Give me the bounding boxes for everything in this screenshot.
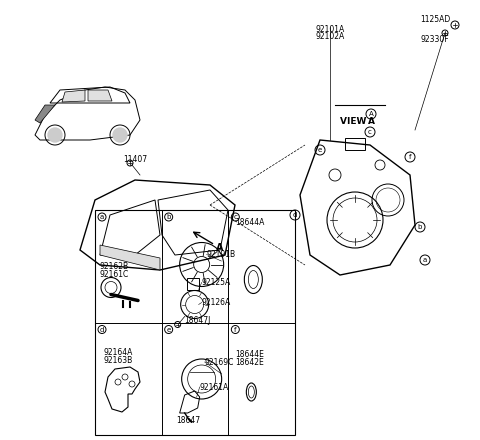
Text: a: a [423, 257, 427, 263]
Text: f: f [234, 326, 237, 333]
Text: c: c [233, 214, 237, 220]
Text: VIEW: VIEW [340, 117, 370, 126]
Text: 92101A: 92101A [315, 25, 345, 34]
Text: 92161A: 92161A [200, 382, 229, 392]
Text: b: b [418, 224, 422, 230]
Text: 18644A: 18644A [235, 218, 264, 227]
Text: 92330F: 92330F [420, 35, 449, 44]
Text: 92163B: 92163B [103, 356, 132, 365]
Polygon shape [100, 245, 160, 270]
Text: 92125A: 92125A [202, 278, 231, 287]
Text: 92161C: 92161C [100, 269, 129, 279]
Text: e: e [167, 326, 171, 333]
Circle shape [48, 128, 62, 142]
Text: d: d [100, 326, 104, 333]
Text: 92169C: 92169C [204, 357, 234, 367]
Polygon shape [88, 90, 112, 101]
Text: c: c [368, 129, 372, 135]
Text: A: A [368, 117, 375, 126]
Text: f: f [409, 154, 411, 160]
Text: 1125AD: 1125AD [420, 15, 450, 24]
Text: 92126A: 92126A [202, 298, 231, 307]
Text: 11407: 11407 [123, 155, 147, 164]
Text: a: a [100, 214, 104, 220]
Text: 92164A: 92164A [103, 348, 132, 357]
Polygon shape [35, 105, 55, 123]
Text: b: b [167, 214, 171, 220]
Text: 18642E: 18642E [235, 358, 264, 367]
Text: 18647: 18647 [177, 416, 201, 425]
Circle shape [113, 128, 127, 142]
Text: 92191B: 92191B [207, 250, 236, 259]
Polygon shape [62, 90, 85, 102]
Text: A: A [216, 243, 224, 253]
Text: 92102A: 92102A [315, 32, 345, 41]
Text: 92162B: 92162B [100, 261, 129, 271]
Text: A: A [369, 111, 373, 117]
Text: e: e [318, 147, 322, 153]
Text: 18647J: 18647J [185, 316, 211, 325]
Text: d: d [293, 212, 297, 218]
Text: 18644E: 18644E [235, 350, 264, 359]
